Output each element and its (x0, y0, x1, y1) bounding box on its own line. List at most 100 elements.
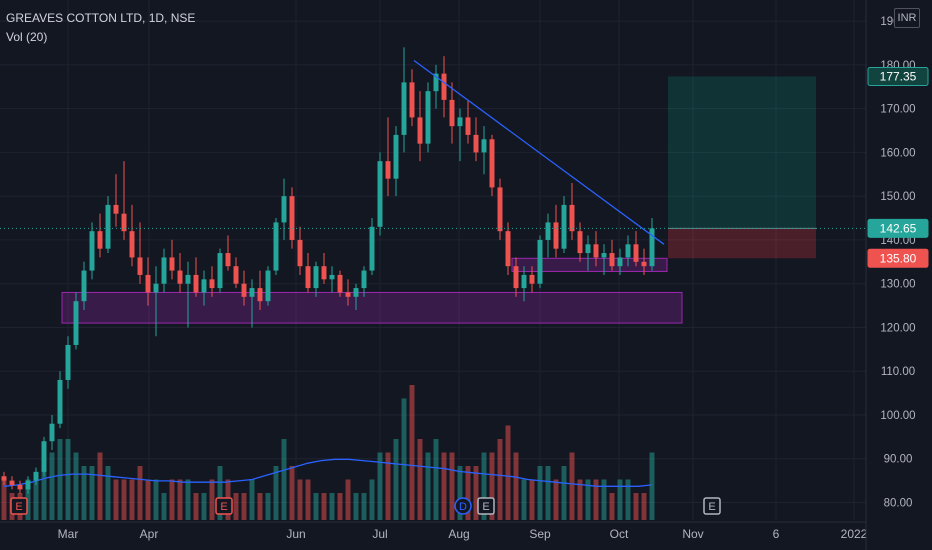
volume-bar (297, 479, 303, 520)
volume-bar (265, 493, 271, 520)
volume-bar (249, 479, 255, 520)
candle-body (193, 274, 199, 293)
candle-body (417, 117, 423, 144)
candle-body (289, 196, 295, 240)
price-axis[interactable]: 80.00 90.00 100.00 110.00 120.00 130.00 140.00… (865, 0, 929, 550)
volume-bar (505, 425, 511, 520)
volume-bar (593, 479, 599, 520)
volume-bar (89, 466, 95, 520)
volume-bar (521, 479, 527, 520)
price-tick-label: 150.00 (880, 191, 915, 203)
candle-body (577, 231, 583, 254)
price-label-target[interactable] (867, 66, 929, 86)
event-marker-letter: E (15, 501, 22, 513)
volume-bar (609, 493, 615, 520)
volume-bar (185, 479, 191, 520)
event-marker-letter: E (482, 501, 489, 513)
candle-body (313, 266, 319, 289)
candle-body (593, 244, 599, 258)
time-tick-label: Jul (372, 527, 387, 541)
symbol-title[interactable]: GREAVES COTTON LTD, 1D, NSE (6, 11, 196, 25)
candle-body (465, 117, 471, 135)
price-tick-label: 90.00 (884, 454, 913, 466)
candle-body (41, 441, 47, 472)
event-marker-letter: E (220, 501, 227, 513)
candle-body (513, 266, 519, 289)
candle-body (273, 222, 279, 271)
earnings-marker[interactable] (10, 497, 28, 515)
volume-bar (129, 479, 135, 520)
volume-bar (569, 452, 575, 520)
volume-bar (465, 466, 471, 520)
volume-bar (401, 398, 407, 520)
candle-body (641, 261, 647, 267)
price-label-text: 177.35 (880, 69, 917, 83)
volume-bar (345, 479, 351, 520)
drawing-overlays[interactable] (0, 59, 866, 245)
candle-body (81, 270, 87, 302)
volume-bar (513, 452, 519, 520)
candle-body (457, 117, 463, 127)
price-label-stop[interactable] (867, 248, 929, 268)
candle-body (161, 257, 167, 284)
earnings-marker[interactable] (477, 497, 495, 515)
volume-indicator-label[interactable]: Vol (20) (6, 30, 48, 44)
dividend-marker[interactable] (454, 497, 472, 515)
volume-bar (409, 385, 415, 520)
currency-badge[interactable]: INR (894, 8, 920, 28)
candle-body (225, 253, 231, 267)
volume-bar (233, 493, 239, 520)
candle-body (521, 274, 527, 289)
position-stop-area[interactable] (668, 228, 816, 259)
candle-body (441, 73, 447, 100)
drawing-zones[interactable] (61, 76, 816, 324)
support-zone-rect[interactable] (61, 291, 683, 324)
volume-bar (529, 479, 535, 520)
candle-body (113, 204, 119, 214)
trendline[interactable] (413, 59, 665, 245)
position-target-area[interactable] (668, 76, 816, 229)
volume-bar (49, 452, 55, 520)
volume-bar (201, 493, 207, 520)
candle-body (497, 187, 503, 232)
candle-body (401, 82, 407, 135)
price-label-text: 142.65 (880, 221, 917, 235)
time-axis[interactable]: Mar Apr Jun Jul Aug Sep Oct Nov 6 2022 (0, 521, 868, 541)
volume-bar (217, 466, 223, 520)
volume-bar (33, 479, 39, 520)
candle-body (409, 82, 415, 118)
volume-bar (337, 493, 343, 520)
price-label-last[interactable] (867, 218, 929, 238)
chart-grid (0, 0, 866, 520)
volume-bar (329, 493, 335, 520)
volume-bar (353, 493, 359, 520)
volume-bar (25, 479, 31, 520)
candle-body (201, 279, 207, 293)
volume-bar (313, 493, 319, 520)
volume-bar (425, 452, 431, 520)
volume-bar (393, 439, 399, 520)
volume-bar (209, 479, 215, 520)
volume-bar (1, 479, 7, 520)
volume-bar (649, 452, 655, 520)
volume-bar (641, 493, 647, 520)
candle-body (393, 134, 399, 179)
candle-body (65, 344, 71, 380)
volume-bar (473, 466, 479, 520)
time-tick-label: Oct (610, 527, 629, 541)
candle-body (17, 484, 23, 490)
earnings-marker[interactable] (703, 497, 721, 515)
earnings-marker[interactable] (215, 497, 233, 515)
price-tick-label: 170.00 (880, 104, 915, 116)
candle-body (369, 226, 375, 271)
candle-body (473, 134, 479, 153)
volume-bar (561, 466, 567, 520)
candle-body (425, 91, 431, 144)
volume-bar (193, 493, 199, 520)
volume-bar (153, 479, 159, 520)
volume-bar (585, 479, 591, 520)
candle-body (121, 213, 127, 232)
candle-body (449, 99, 455, 127)
